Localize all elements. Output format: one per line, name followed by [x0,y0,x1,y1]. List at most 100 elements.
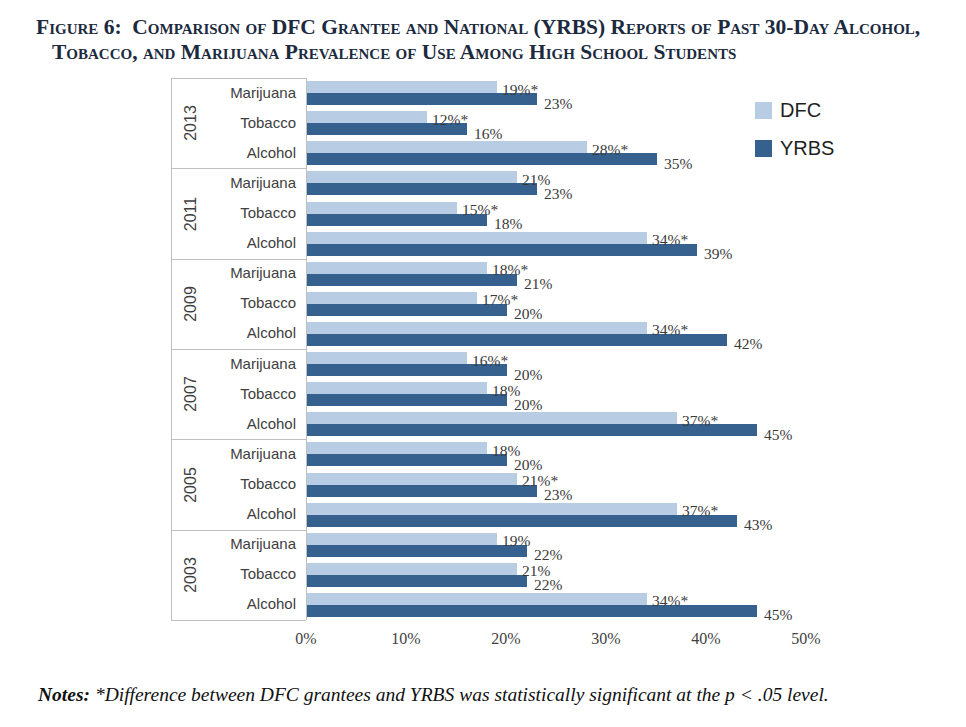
bar-yrbs [307,485,537,497]
x-tick-label: 40% [691,630,720,648]
category-label: Tobacco [206,114,296,131]
category-label: Tobacco [206,294,296,311]
x-tick-label: 30% [591,630,620,648]
year-label: 2011 [181,184,201,244]
category-label: Marijuana [206,174,296,191]
notes-label: Notes: [38,684,90,705]
value-label-dfc: 17%* [482,292,518,307]
bar-dfc [307,563,517,575]
value-label-dfc: 19% [502,533,530,548]
legend-swatch-yrbs [755,140,772,157]
x-tick-label: 0% [295,630,316,648]
category-label: Alcohol [206,505,296,522]
bar-dfc [307,533,497,545]
category-label: Alcohol [206,595,296,612]
bar-dfc [307,202,457,214]
bar-dfc [307,593,647,605]
bar-yrbs [307,454,507,466]
bar-dfc [307,81,497,93]
value-label-yrbs: 35% [664,156,692,171]
value-label-yrbs: 18% [494,216,522,231]
bar-yrbs [307,274,517,286]
group-separator [171,439,306,440]
value-label-dfc: 12%* [432,112,468,127]
value-label-dfc: 34%* [652,232,688,247]
legend-item-yrbs: YRBS [755,137,834,160]
notes-text: *Difference between DFC grantees and YRB… [90,684,829,705]
category-axis-bottom-border [171,620,306,621]
bar-yrbs [307,214,487,226]
value-label-dfc: 18%* [492,262,528,277]
value-label-yrbs: 23% [544,487,572,502]
value-label-yrbs: 23% [544,96,572,111]
category-label: Tobacco [206,565,296,582]
category-label: Marijuana [206,264,296,281]
bar-dfc [307,141,587,153]
group-separator [171,349,306,350]
bar-dfc [307,322,647,334]
legend-item-dfc: DFC [755,99,821,122]
bar-yrbs [307,515,737,527]
bar-yrbs [307,244,697,256]
bar-yrbs [307,545,527,557]
category-label: Marijuana [206,355,296,372]
group-separator [171,168,306,169]
group-separator [171,530,306,531]
year-label: 2007 [181,364,201,424]
bar-dfc [307,292,477,304]
value-label-yrbs: 20% [514,457,542,472]
value-label-dfc: 37%* [682,413,718,428]
bar-dfc [307,503,677,515]
bar-yrbs [307,304,507,316]
value-label-dfc: 28%* [592,142,628,157]
category-label: Tobacco [206,204,296,221]
bar-dfc [307,352,467,364]
value-label-dfc: 34%* [652,322,688,337]
legend-label-dfc: DFC [780,99,821,122]
bar-dfc [307,473,517,485]
bar-dfc [307,171,517,183]
category-label: Marijuana [206,84,296,101]
value-label-dfc: 34%* [652,593,688,608]
value-label-yrbs: 23% [544,186,572,201]
value-label-yrbs: 45% [764,427,792,442]
bar-yrbs [307,394,507,406]
legend-swatch-dfc [755,102,772,119]
value-label-dfc: 19%* [502,82,538,97]
bar-yrbs [307,605,757,617]
value-label-dfc: 15%* [462,202,498,217]
value-label-yrbs: 20% [514,397,542,412]
category-label: Marijuana [206,535,296,552]
value-label-yrbs: 20% [514,306,542,321]
x-tick-label: 20% [491,630,520,648]
bar-yrbs [307,183,537,195]
bar-dfc [307,442,487,454]
year-label: 2003 [181,545,201,605]
category-label: Alcohol [206,415,296,432]
bar-dfc [307,111,427,123]
bar-dfc [307,382,487,394]
bar-dfc [307,412,677,424]
category-label: Tobacco [206,475,296,492]
year-label: 2005 [181,455,201,515]
x-tick-label: 50% [791,630,820,648]
category-label: Marijuana [206,445,296,462]
category-label: Tobacco [206,385,296,402]
x-tick-label: 10% [391,630,420,648]
bar-yrbs [307,575,527,587]
category-label: Alcohol [206,324,296,341]
value-label-yrbs: 43% [744,517,772,532]
value-label-yrbs: 20% [514,367,542,382]
group-separator [171,78,306,79]
year-label: 2009 [181,274,201,334]
category-label: Alcohol [206,234,296,251]
legend-label-yrbs: YRBS [780,137,834,160]
notes: Notes: *Difference between DFC grantees … [38,684,829,706]
value-label-yrbs: 22% [534,547,562,562]
year-label: 2013 [181,93,201,153]
value-label-yrbs: 39% [704,246,732,261]
bar-dfc [307,232,647,244]
value-label-dfc: 37%* [682,503,718,518]
group-separator [171,259,306,260]
value-label-dfc: 16%* [472,353,508,368]
